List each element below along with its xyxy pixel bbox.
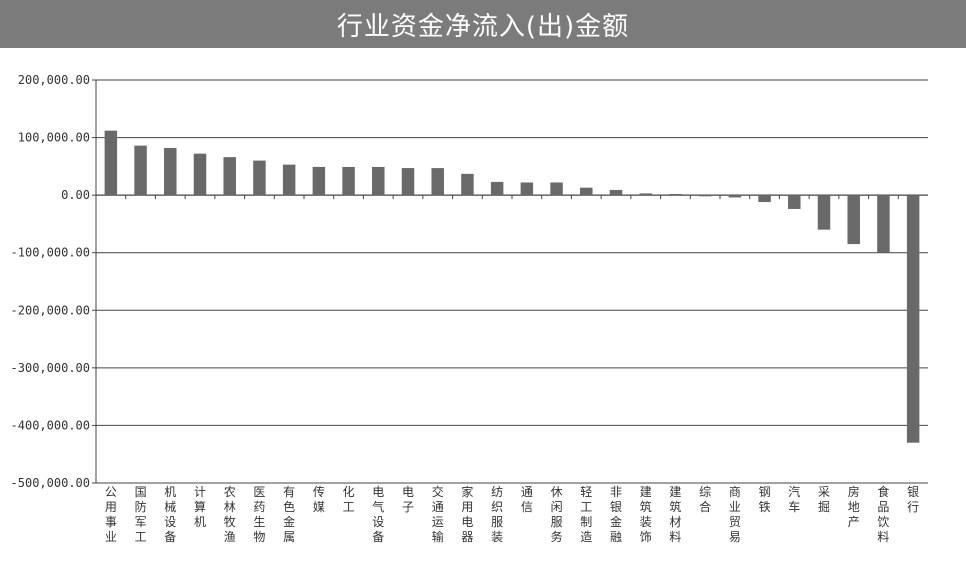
x-category-label: 家用电器 [461, 484, 473, 544]
bar [669, 193, 682, 196]
gridlines [92, 79, 928, 484]
x-category-label: 公用事业 [105, 485, 117, 544]
bar [580, 187, 593, 196]
bar [431, 168, 444, 196]
bar [134, 145, 147, 196]
x-category-label: 非银金融 [610, 485, 622, 544]
x-category-label: 汽车 [788, 484, 800, 514]
bar [312, 166, 326, 196]
x-category-label: 建筑材料 [669, 485, 681, 544]
y-tick-label: -500,000.00 [11, 476, 90, 490]
y-tick-label: -300,000.00 [11, 361, 90, 375]
x-category-label: 通信 [521, 485, 533, 514]
bar [223, 157, 236, 196]
bar [847, 195, 860, 245]
x-category-label: 综合 [699, 485, 711, 514]
x-category-label: 建筑装饰 [640, 485, 652, 544]
bar [788, 195, 801, 209]
x-category-label: 国防军工 [135, 485, 147, 544]
x-category-label: 电气设备 [372, 485, 384, 544]
x-category-label: 休闲服务 [551, 485, 563, 544]
bar [639, 193, 652, 196]
x-category-label: 采掘 [818, 485, 830, 514]
bar [490, 181, 504, 196]
bar [164, 147, 177, 196]
bar [282, 164, 296, 196]
x-category-label: 银行 [907, 485, 919, 514]
bar [728, 195, 742, 198]
bar [906, 195, 920, 443]
bar [877, 195, 890, 253]
y-tick-label: 0.00 [61, 188, 90, 202]
x-category-label: 电子 [402, 485, 414, 514]
bar [253, 160, 266, 196]
x-category-label: 纺织服装 [491, 485, 503, 544]
bar [609, 189, 623, 196]
x-category-label: 轻工制造 [580, 485, 592, 544]
y-tick-label: -100,000.00 [11, 246, 90, 260]
bar [401, 168, 415, 196]
bar [698, 195, 712, 197]
x-category-label: 交通运输 [432, 484, 444, 544]
bar [520, 182, 534, 196]
x-category-label: 食品饮料 [877, 484, 889, 544]
y-tick-label: -200,000.00 [11, 303, 90, 317]
bar [817, 195, 831, 230]
x-category-label: 传媒 [313, 484, 325, 514]
bar [550, 182, 563, 196]
y-tick-label: 200,000.00 [18, 73, 90, 87]
x-category-label: 机械设备 [164, 485, 176, 544]
y-tick-label: -400,000.00 [11, 418, 90, 432]
y-tick-label: 100,000.00 [18, 131, 90, 145]
bar [193, 153, 207, 196]
x-category-label: 计算机 [194, 485, 206, 529]
bar-chart: 200,000.00 100,000.00 0.00 -100,000.00 -200,… [11, 73, 928, 544]
bar [372, 166, 385, 196]
bar [758, 195, 771, 203]
x-category-label: 房地产 [848, 484, 860, 529]
y-axis-ticks: 200,000.00 100,000.00 0.00 -100,000.00 -200,… [11, 73, 90, 490]
bar [461, 173, 474, 196]
bars [104, 130, 920, 443]
x-category-label: 钢铁 [759, 485, 771, 514]
x-category-label: 医药生物 [253, 485, 265, 544]
bar [342, 166, 355, 196]
bar [104, 130, 118, 196]
x-category-label: 有色金属 [283, 485, 295, 544]
x-category-label: 化工 [343, 485, 355, 514]
x-category-label: 农林牧渔 [224, 485, 236, 544]
x-category-label: 商业贸易 [729, 484, 741, 544]
chart-title: 行业资金净流入(出)金额 [0, 0, 966, 48]
